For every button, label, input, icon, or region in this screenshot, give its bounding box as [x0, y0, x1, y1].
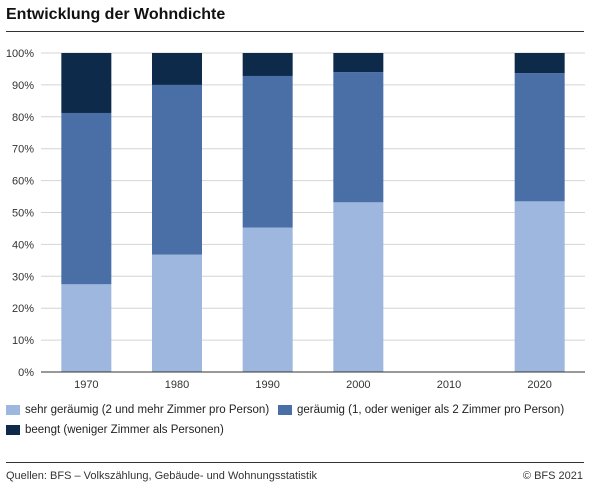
- bar-segment: [61, 284, 112, 372]
- bar-segment: [242, 75, 293, 228]
- bar-segment: [152, 254, 202, 372]
- y-tick-label: 10%: [12, 335, 34, 347]
- bar-segment: [333, 53, 384, 73]
- x-tick-label: 2010: [437, 379, 461, 391]
- bar-segment: [61, 112, 112, 285]
- bar-segment: [152, 84, 202, 255]
- y-tick-label: 80%: [12, 112, 34, 124]
- y-tick-label: 90%: [12, 80, 34, 92]
- legend-item-geraeumig: geräumig (1, oder weniger als 2 Zimmer p…: [278, 404, 564, 416]
- y-tick-label: 0%: [18, 367, 34, 379]
- x-tick-label: 1990: [255, 379, 279, 391]
- legend-item-sehr-geraeumig: sehr geräumig (2 und mehr Zimmer pro Per…: [6, 404, 269, 416]
- legend-label-geraeumig: geräumig (1, oder weniger als 2 Zimmer p…: [297, 404, 565, 416]
- bar-segment: [242, 227, 293, 372]
- x-tick-label: 2000: [346, 379, 370, 391]
- legend-label-beengt: beengt (weniger Zimmer als Personen): [25, 424, 224, 436]
- bar-segment: [61, 53, 112, 113]
- y-tick-label: 40%: [12, 239, 34, 251]
- x-tick-label: 1980: [165, 379, 189, 391]
- legend-label-sehr-geraeumig: sehr geräumig (2 und mehr Zimmer pro Per…: [25, 404, 270, 416]
- legend-swatch-geraeumig: [278, 405, 292, 415]
- bar-segment: [514, 73, 565, 202]
- bar-segment: [333, 72, 384, 203]
- y-tick-label: 30%: [12, 271, 34, 283]
- y-tick-label: 60%: [12, 176, 34, 188]
- copyright-note: © BFS 2021: [522, 470, 583, 482]
- bar-segment: [514, 53, 565, 74]
- title-divider: [6, 31, 584, 32]
- legend-swatch-beengt: [6, 425, 20, 435]
- footer-divider: [6, 462, 584, 463]
- legend-item-beengt: beengt (weniger Zimmer als Personen): [6, 424, 224, 436]
- source-note: Quellen: BFS – Volkszählung, Gebäude- un…: [6, 470, 318, 482]
- y-tick-label: 20%: [12, 303, 34, 315]
- y-tick-label: 70%: [12, 144, 34, 156]
- x-tick-label: 2020: [527, 379, 551, 391]
- x-tick-label: 1970: [74, 379, 98, 391]
- bar-segment: [242, 53, 293, 76]
- bar-segment: [514, 201, 565, 372]
- y-tick-label: 50%: [12, 208, 34, 220]
- y-tick-label: 100%: [6, 48, 34, 60]
- bar-segment: [152, 53, 202, 85]
- stacked-bar-chart: 0% 10% 20% 30% 40% 50% 60% 70% 80% 90% 100% 1970 198…: [6, 48, 585, 391]
- legend-swatch-sehr-geraeumig: [6, 405, 20, 415]
- bar-segment: [333, 202, 384, 372]
- chart-title: Entwicklung der Wohndichte: [6, 6, 226, 23]
